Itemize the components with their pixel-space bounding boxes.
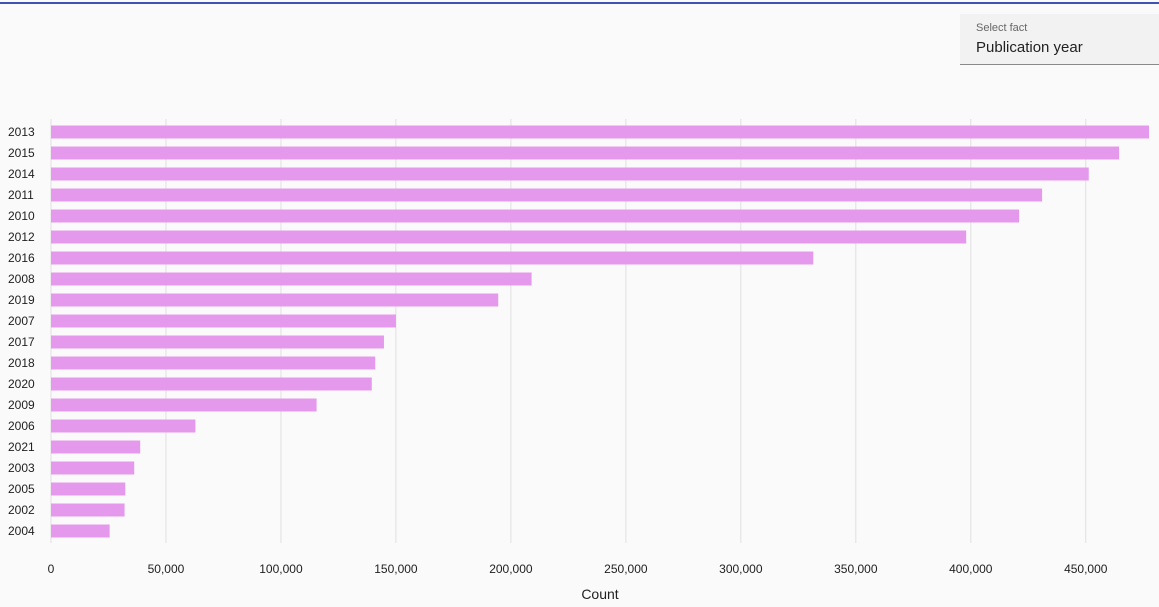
category-label-2018: 2018	[8, 356, 35, 370]
bar-2015[interactable]	[51, 146, 1120, 160]
category-label-2012: 2012	[8, 230, 35, 244]
x-tick-label: 300,000	[719, 562, 763, 576]
x-tick-label: 400,000	[949, 562, 993, 576]
top-accent-rule	[0, 2, 1159, 4]
select-fact-value: Publication year	[976, 39, 1083, 56]
bar-2006[interactable]	[51, 419, 196, 433]
category-label-2006: 2006	[8, 419, 35, 433]
category-label-2005: 2005	[8, 482, 35, 496]
bar-2017[interactable]	[51, 335, 384, 349]
category-label-2007: 2007	[8, 314, 35, 328]
x-tick-label: 200,000	[489, 562, 533, 576]
bar-2005[interactable]	[51, 482, 126, 496]
chart-bars	[51, 125, 1149, 538]
bar-2019[interactable]	[51, 293, 499, 307]
bar-2021[interactable]	[51, 440, 141, 454]
category-label-2016: 2016	[8, 251, 35, 265]
x-tick-label: 0	[48, 562, 55, 576]
category-label-2004: 2004	[8, 524, 35, 538]
category-label-2009: 2009	[8, 398, 35, 412]
bar-2007[interactable]	[51, 314, 396, 328]
category-label-2017: 2017	[8, 335, 35, 349]
x-tick-label: 250,000	[604, 562, 648, 576]
select-fact-dropdown[interactable]: Select fact Publication year	[960, 14, 1159, 65]
category-label-2011: 2011	[8, 188, 34, 202]
bar-2011[interactable]	[51, 188, 1043, 202]
bar-2004[interactable]	[51, 524, 110, 538]
select-fact-label: Select fact	[976, 22, 1028, 34]
bar-2009[interactable]	[51, 398, 317, 412]
bar-2003[interactable]	[51, 461, 135, 475]
chart-x-tick-labels: 0 50,000 100,000 150,000 200,000 250,000 300,0…	[48, 562, 1108, 576]
category-label-2019: 2019	[8, 293, 35, 307]
bar-2014[interactable]	[51, 167, 1089, 181]
x-tick-label: 50,000	[148, 562, 185, 576]
bar-2012[interactable]	[51, 230, 967, 244]
x-tick-label: 450,000	[1064, 562, 1108, 576]
category-label-2015: 2015	[8, 146, 35, 160]
bar-2002[interactable]	[51, 503, 125, 517]
category-label-2002: 2002	[8, 503, 35, 517]
category-label-2010: 2010	[8, 209, 35, 223]
bar-2010[interactable]	[51, 209, 1020, 223]
bar-2018[interactable]	[51, 356, 376, 370]
x-tick-label: 350,000	[834, 562, 878, 576]
bar-2016[interactable]	[51, 251, 814, 265]
chart-category-labels: 2013 2015 2014 2011 2010 2012 2016 2008 2019 2007…	[8, 125, 35, 538]
category-label-2014: 2014	[8, 167, 35, 181]
bar-2013[interactable]	[51, 125, 1149, 139]
x-tick-label: 150,000	[374, 562, 418, 576]
bar-2020[interactable]	[51, 377, 372, 391]
category-label-2003: 2003	[8, 461, 35, 475]
category-label-2020: 2020	[8, 377, 35, 391]
x-tick-label: 100,000	[259, 562, 303, 576]
x-axis-title: Count	[581, 586, 618, 602]
category-label-2021: 2021	[8, 440, 35, 454]
chart-gridlines	[50, 119, 1087, 543]
category-label-2013: 2013	[8, 125, 35, 139]
category-label-2008: 2008	[8, 272, 35, 286]
bar-2008[interactable]	[51, 272, 532, 286]
